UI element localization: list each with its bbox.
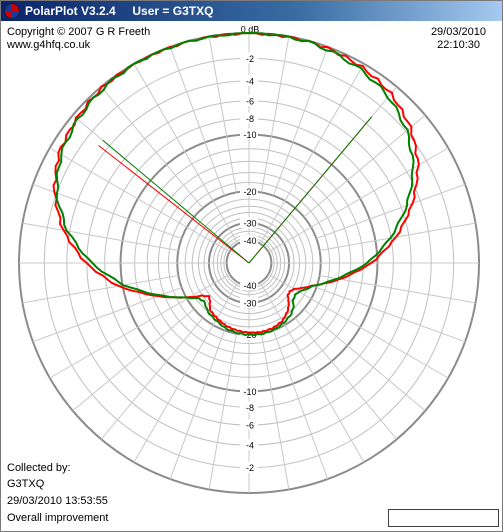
grid-spoke — [49, 273, 230, 379]
tick-label-bottom: -30 — [243, 299, 256, 309]
tick-label-top: -6 — [246, 96, 254, 106]
grid-spoke — [133, 282, 239, 463]
tick-label-bg — [240, 52, 258, 64]
tick-label-bg — [240, 461, 258, 473]
tick-label-top: -8 — [246, 114, 254, 124]
grid-spoke — [261, 36, 290, 193]
polar-chart: 0 dB-2-2-4-4-6-6-8-8-10-10-20-20-30-30-4… — [18, 23, 480, 494]
tick-label-top: -30 — [243, 218, 256, 228]
tick-label-bg — [240, 94, 258, 106]
tick-label-bg — [240, 279, 258, 291]
grid-spoke — [319, 222, 476, 251]
tick-label-bg — [240, 216, 258, 228]
tick-label-top: -4 — [246, 76, 254, 86]
website-link[interactable]: www.g4hfq.co.uk — [7, 39, 91, 51]
tick-label-bg — [240, 128, 258, 140]
tick-label-top: 0 dB — [241, 25, 260, 35]
grid-spoke — [316, 287, 466, 343]
tick-label-bg — [240, 419, 258, 431]
tick-label-bg — [240, 234, 258, 246]
tick-label-bottom: -2 — [246, 463, 254, 473]
grid-spoke — [208, 36, 237, 193]
tick-label-bg — [240, 439, 258, 451]
grid-spoke — [72, 308, 195, 412]
grid-spoke — [303, 114, 426, 218]
grid-spoke — [261, 333, 290, 490]
grid-spoke — [22, 275, 179, 304]
polarplot-app-icon[interactable] — [4, 3, 20, 19]
grid-spoke — [316, 183, 466, 239]
grid-spoke — [259, 282, 365, 463]
tick-label-bottom: -40 — [243, 281, 256, 291]
plot-description: Overall improvement — [7, 512, 109, 524]
tick-label-top: -40 — [243, 236, 256, 246]
grid-spoke — [169, 46, 225, 196]
collector-name: G3TXQ — [7, 478, 45, 490]
tick-label-top: -2 — [246, 54, 254, 64]
collected-timestamp: 29/03/2010 13:53:55 — [7, 495, 108, 507]
tick-label-bottom: -8 — [246, 403, 254, 413]
tick-label-bg — [240, 185, 258, 197]
grid-spoke — [273, 330, 329, 480]
beamwidth-line — [98, 145, 250, 264]
tick-label-bg — [240, 74, 258, 86]
header-time: 22:10:30 — [437, 39, 480, 51]
grid-spoke — [273, 46, 329, 196]
grid-spoke — [208, 333, 237, 490]
grid-spoke — [133, 63, 239, 244]
tick-label-bg — [240, 401, 258, 413]
tick-label-bg — [240, 297, 258, 309]
tick-label-bg — [236, 23, 262, 34]
title-bar[interactable]: PolarPlot V3.2.4 User = G3TXQ — [1, 1, 502, 21]
grid-spoke — [100, 86, 204, 209]
pattern-trace-green — [55, 31, 415, 337]
grid-spoke — [259, 63, 365, 244]
grid-spoke — [22, 222, 179, 251]
tick-label-bottom: -4 — [246, 441, 254, 451]
beamwidth-line — [248, 116, 373, 264]
polar-plot-area: 0 dB -2 -2 -4 -4 -6 -6 -8 -8 -10 -10 -20 -20 -30 -30 -4… — [1, 21, 502, 531]
tick-label-bg — [240, 385, 258, 397]
copyright-text: Copyright © 2007 G R Freeth — [7, 26, 151, 38]
tick-label-top: -20 — [243, 187, 256, 197]
window-title: PolarPlot V3.2.4 User = G3TXQ — [25, 4, 214, 18]
grid-spoke — [49, 147, 230, 253]
tick-label-top: -10 — [243, 130, 256, 140]
tick-label-bottom: -10 — [243, 387, 256, 397]
grid-spoke — [303, 308, 426, 412]
grid-spoke — [169, 330, 225, 480]
grid-spoke — [100, 317, 204, 440]
status-box — [388, 509, 499, 527]
tick-label-bg — [240, 112, 258, 124]
grid-spoke — [319, 275, 476, 304]
collected-by-label: Collected by: — [7, 462, 71, 474]
tick-label-bottom: -6 — [246, 421, 254, 431]
header-date: 29/03/2010 — [430, 26, 486, 38]
grid-spoke — [294, 317, 398, 440]
beamwidth-line — [102, 139, 250, 264]
